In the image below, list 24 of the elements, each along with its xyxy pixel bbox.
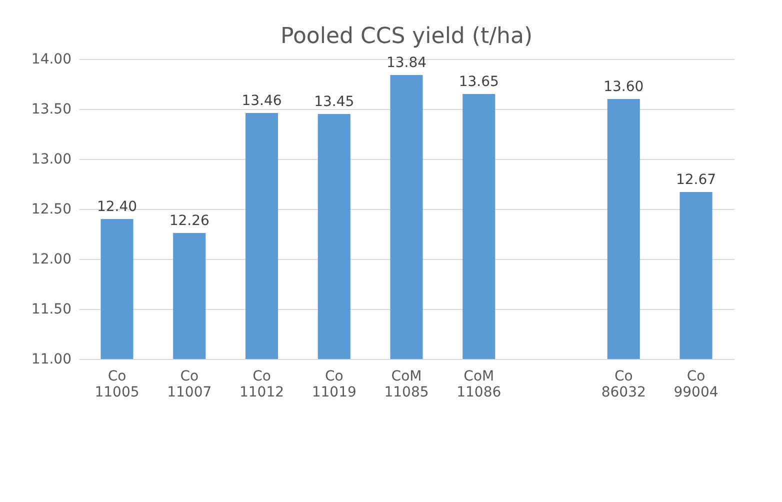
y-tick-label: 11.00 bbox=[31, 352, 72, 368]
data-label: 13.65 bbox=[458, 74, 499, 90]
x-tick-label: CoM 11085 bbox=[384, 368, 429, 400]
x-tick-label: Co 86032 bbox=[601, 368, 646, 400]
y-tick-label: 13.50 bbox=[31, 102, 72, 118]
x-tick-label: Co 99004 bbox=[674, 368, 718, 400]
data-label: 12.40 bbox=[96, 199, 138, 215]
data-label: 13.46 bbox=[242, 93, 282, 109]
y-tick-label: 12.50 bbox=[31, 202, 72, 218]
data-label: 12.67 bbox=[676, 172, 716, 188]
x-tick-label: Co 11007 bbox=[167, 368, 212, 400]
x-tick-label: Co 11012 bbox=[239, 368, 284, 400]
y-tick-label: 13.00 bbox=[31, 152, 72, 168]
data-label: 12.26 bbox=[169, 213, 210, 229]
y-tick-label: 12.00 bbox=[31, 252, 72, 268]
y-tick-label: 14.00 bbox=[31, 52, 72, 68]
y-tick-label: 11.50 bbox=[31, 302, 72, 318]
data-label: 13.84 bbox=[386, 55, 427, 71]
x-tick-label: Co 11005 bbox=[94, 368, 140, 400]
x-tick-label: CoM 11086 bbox=[456, 368, 502, 400]
data-label: 13.45 bbox=[314, 94, 354, 110]
chart-title: Pooled CCS yield (t/ha) bbox=[280, 24, 533, 49]
data-label: 13.60 bbox=[604, 79, 644, 95]
x-tick-label: Co 11019 bbox=[312, 368, 356, 400]
